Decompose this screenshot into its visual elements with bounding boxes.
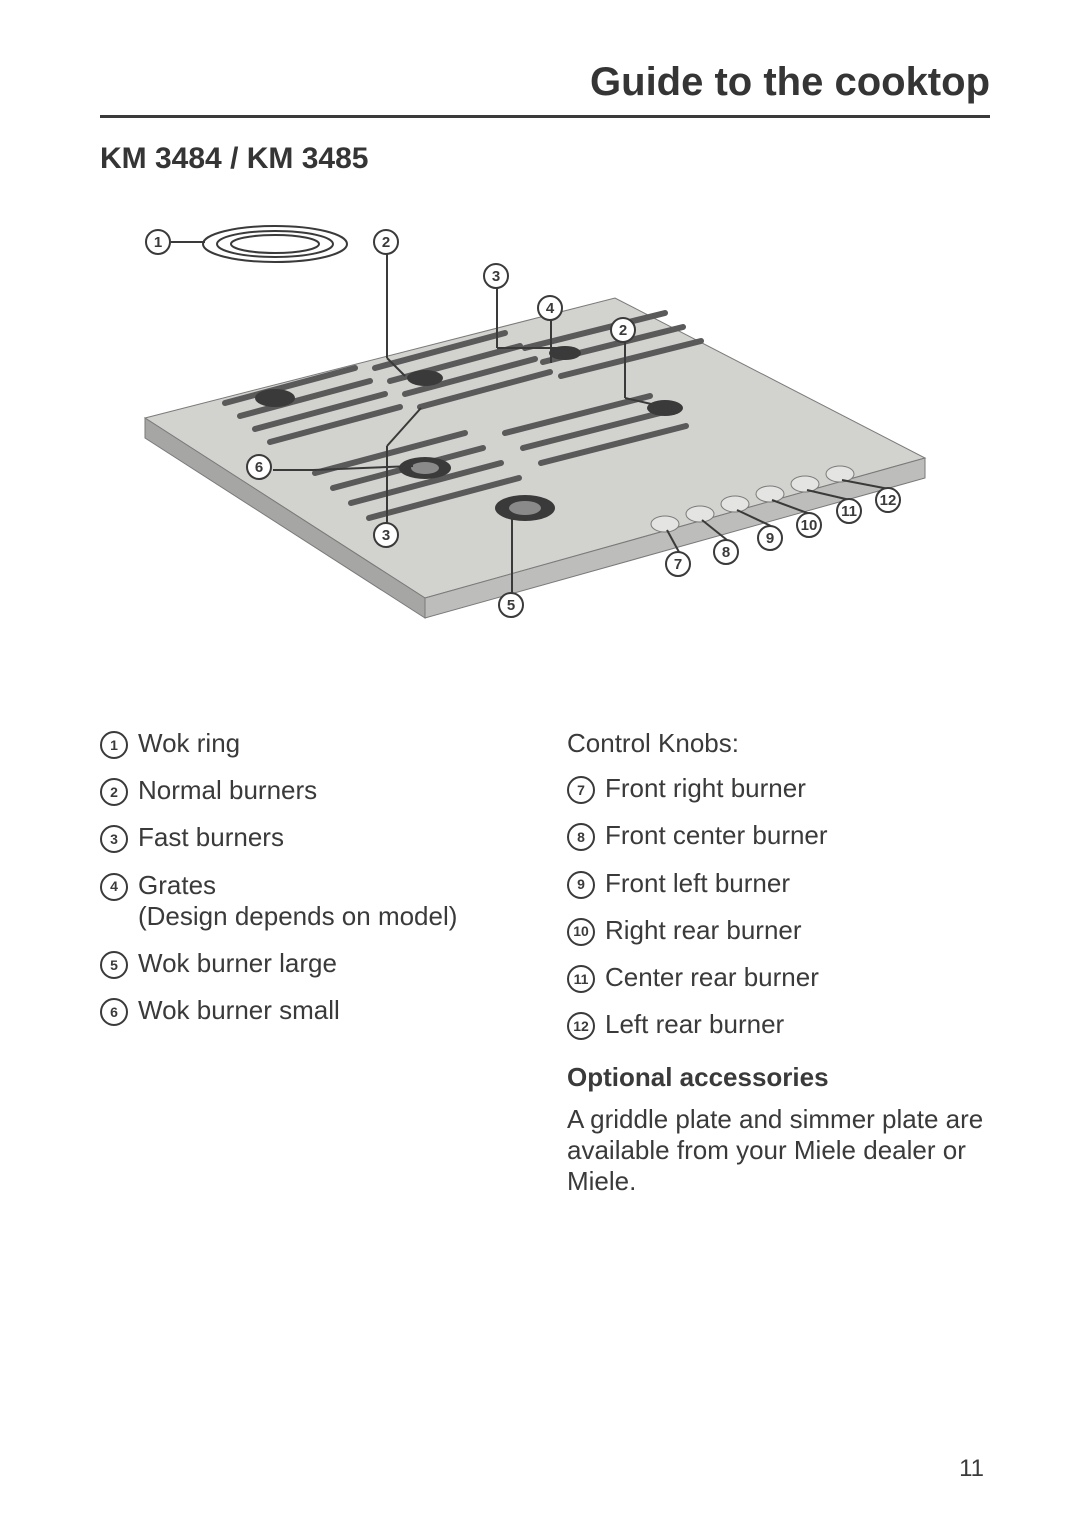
legend-item-11: 11 Center rear burner: [567, 962, 990, 993]
legend-text: Center rear burner: [605, 962, 990, 993]
callout-11: 11: [836, 498, 862, 524]
legend-num: 1: [100, 731, 128, 759]
legend-text: Front right burner: [605, 773, 990, 804]
legend-text: Normal burners: [138, 775, 523, 806]
callout-10: 10: [796, 512, 822, 538]
legend-right-col: Control Knobs: 7 Front right burner 8 Front…: [567, 728, 990, 1197]
legend-num: 10: [567, 918, 595, 946]
legend-left-list: 1 Wok ring 2 Normal burners 3 Fast burners 4 Gr…: [100, 728, 523, 1026]
legend-item-9: 9 Front left burner: [567, 868, 990, 899]
callout-2: 2: [610, 317, 636, 343]
legend-text: Wok burner large: [138, 948, 523, 979]
legend-text: Fast burners: [138, 822, 523, 853]
legend-item-3: 3 Fast burners: [100, 822, 523, 853]
legend-columns: 1 Wok ring 2 Normal burners 3 Fast burners 4 Gr…: [100, 728, 990, 1197]
legend-num: 5: [100, 951, 128, 979]
accessories-text: A griddle plate and simmer plate are ava…: [567, 1104, 990, 1198]
legend-text: Wok burner small: [138, 995, 523, 1026]
model-heading: KM 3484 / KM 3485: [100, 142, 990, 176]
legend-text: Right rear burner: [605, 915, 990, 946]
legend-num: 3: [100, 825, 128, 853]
legend-left-col: 1 Wok ring 2 Normal burners 3 Fast burners 4 Gr…: [100, 728, 523, 1197]
callout-1: 1: [145, 229, 171, 255]
callout-7: 7: [665, 551, 691, 577]
manual-page: Guide to the cooktop KM 3484 / KM 3485: [0, 0, 1080, 1529]
callout-6: 6: [246, 454, 272, 480]
legend-subtext: (Design depends on model): [138, 901, 523, 932]
legend-num: 12: [567, 1012, 595, 1040]
legend-item-6: 6 Wok burner small: [100, 995, 523, 1026]
page-number: 11: [959, 1455, 984, 1483]
legend-num: 11: [567, 965, 595, 993]
legend-text: Left rear burner: [605, 1009, 990, 1040]
legend-item-10: 10 Right rear burner: [567, 915, 990, 946]
legend-num: 8: [567, 823, 595, 851]
callout-5: 5: [498, 592, 524, 618]
legend-item-8: 8 Front center burner: [567, 820, 990, 851]
legend-text: Front center burner: [605, 820, 990, 851]
legend-num: 2: [100, 778, 128, 806]
cooktop-diagram: 12342635789101112: [105, 198, 985, 668]
control-knobs-heading: Control Knobs:: [567, 728, 990, 759]
callout-9: 9: [757, 525, 783, 551]
cooktop-svg: [105, 198, 985, 668]
legend-text: Wok ring: [138, 728, 523, 759]
callout-2: 2: [373, 229, 399, 255]
accessories-heading: Optional accessories: [567, 1062, 990, 1093]
legend-num: 6: [100, 998, 128, 1026]
legend-item-12: 12 Left rear burner: [567, 1009, 990, 1040]
legend-text: Front left burner: [605, 868, 990, 899]
callout-4: 4: [537, 295, 563, 321]
legend-text: Grates(Design depends on model): [138, 870, 523, 932]
legend-item-5: 5 Wok burner large: [100, 948, 523, 979]
legend-item-4: 4 Grates(Design depends on model): [100, 870, 523, 932]
callout-12: 12: [875, 487, 901, 513]
legend-item-1: 1 Wok ring: [100, 728, 523, 759]
legend-right-list: 7 Front right burner 8 Front center burner 9…: [567, 773, 990, 1040]
callout-3: 3: [483, 263, 509, 289]
legend-num: 9: [567, 871, 595, 899]
legend-item-7: 7 Front right burner: [567, 773, 990, 804]
legend-item-2: 2 Normal burners: [100, 775, 523, 806]
title-rule: [100, 115, 990, 118]
legend-num: 4: [100, 873, 128, 901]
page-title: Guide to the cooktop: [100, 60, 990, 115]
callout-8: 8: [713, 539, 739, 565]
callout-3: 3: [373, 522, 399, 548]
legend-num: 7: [567, 776, 595, 804]
